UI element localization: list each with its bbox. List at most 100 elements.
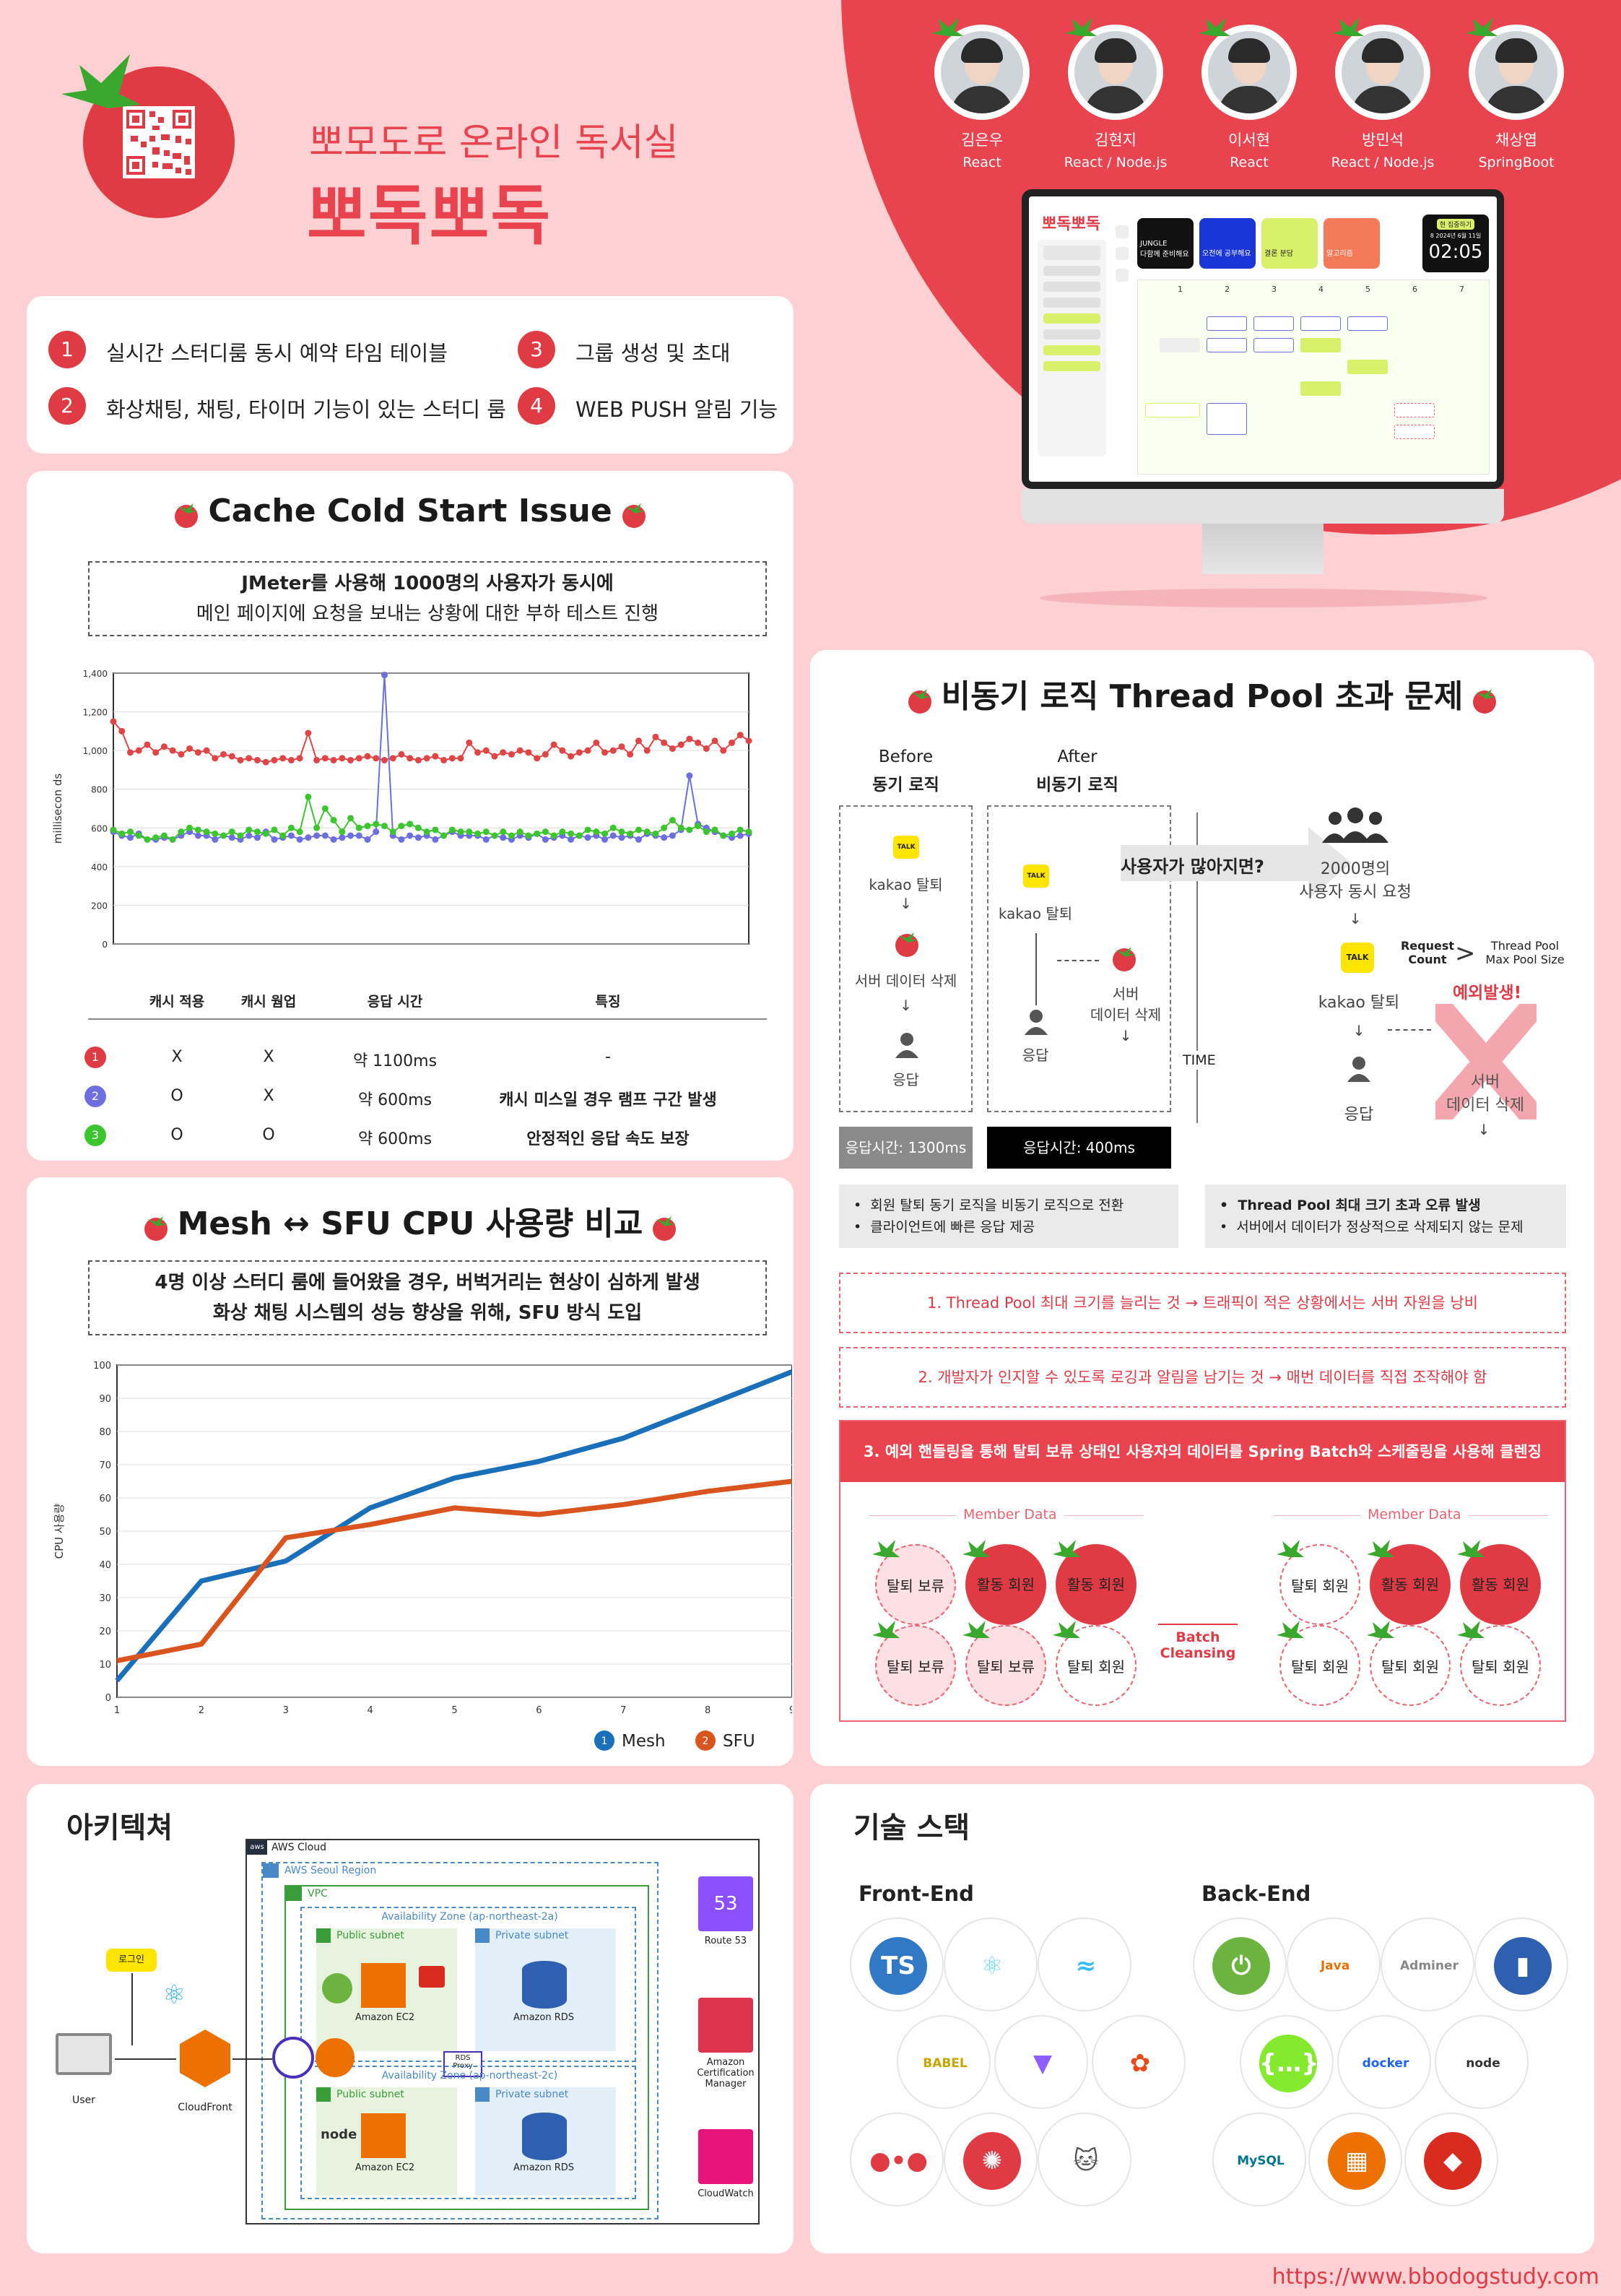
acm-label: Amazon Certification Manager: [697, 2057, 755, 2089]
babel-icon-glyph: BABEL: [916, 2035, 974, 2092]
member-name: 방민석: [1362, 131, 1404, 149]
ec2-label: Amazon EC2: [355, 2012, 415, 2023]
backend-label: Back-End: [1201, 1881, 1311, 1906]
kakao-talk-icon: TALK: [1023, 865, 1049, 888]
data-point: [212, 755, 219, 762]
data-point: [627, 830, 634, 837]
data-point: [448, 826, 456, 833]
mysql-icon-glyph: MySQL: [1232, 2132, 1290, 2190]
screen-day: 7: [1459, 285, 1464, 294]
table-cell: 캐시 미스일 경우 램프 구간 발생: [499, 1091, 717, 1109]
data-point: [432, 826, 439, 833]
y-tick-label: 70: [99, 1460, 111, 1471]
data-point: [271, 836, 278, 843]
tomato-leaf-icon: [1065, 17, 1097, 36]
region-label: AWS Seoul Region: [284, 1865, 377, 1876]
data-point: [720, 747, 727, 754]
data-point: [466, 739, 473, 746]
member-role: React / Node.js: [1331, 155, 1435, 170]
pool-size-label: Thread Pool Max Pool Size: [1485, 939, 1565, 966]
data-point: [355, 824, 362, 831]
swagger-icon-glyph: {…}: [1259, 2035, 1318, 2092]
data-point: [720, 832, 727, 839]
data-point: [568, 830, 575, 837]
row-number-badge: 3: [84, 1125, 106, 1146]
server-label: 서버 데이터 삭제: [1090, 985, 1162, 1023]
data-point: [508, 751, 515, 758]
member-circle: 탈퇴 회원: [1279, 1625, 1360, 1706]
data-point: [110, 718, 117, 725]
table-cell: X: [263, 1048, 274, 1066]
cache-title: Cache Cold Start Issue: [27, 493, 794, 529]
data-point: [110, 826, 117, 833]
nodejs-icon: node: [321, 2127, 357, 2142]
tomato-leaf-icon: [1367, 1621, 1394, 1638]
avatar: [1065, 17, 1163, 120]
az2-label: Availability Zone (ap-northeast-2c): [381, 2070, 558, 2081]
data-point: [321, 832, 329, 839]
sfu-title: Mesh ↔ SFU CPU 사용량 비교: [27, 1197, 794, 1244]
arrow-icon: [1121, 827, 1352, 899]
many-users-label: 사용자가 많아지면?: [1121, 857, 1264, 877]
data-point: [500, 828, 507, 836]
legend-label: SFU: [723, 1732, 755, 1751]
vite-icon: ▼: [994, 2015, 1088, 2109]
data-point: [474, 749, 482, 756]
legend-badge: [695, 1730, 716, 1751]
member-role: React / Node.js: [1064, 155, 1168, 170]
member-circle: 탈퇴 회원: [1279, 1544, 1360, 1625]
bullets-left: • 회원 탈퇴 동기 로직을 비동기 로직으로 전환 • 클라이언트에 빠른 응…: [839, 1184, 1178, 1248]
feature-num-4: 4: [518, 387, 555, 425]
response-label: 응답: [1344, 1106, 1374, 1124]
member-data-label-after: Member Data: [1360, 1507, 1469, 1522]
website-url[interactable]: https://www.bbodogstudy.com: [1272, 2264, 1599, 2289]
frontend-label: Front-End: [859, 1881, 974, 1906]
data-point: [381, 757, 388, 764]
data-point: [457, 755, 464, 762]
data-point: [194, 749, 201, 756]
feature-text-1: 실시간 스터디룸 동시 예약 타임 테이블: [106, 341, 448, 365]
adminer-icon: Adminer: [1381, 1918, 1474, 2011]
data-point: [491, 832, 498, 839]
data-point: [364, 823, 371, 830]
redis-icon-glyph: ◆: [1424, 2132, 1482, 2190]
data-point: [500, 834, 507, 841]
recoil-icon: ✺: [944, 2113, 1038, 2206]
nodejs-icon-glyph: node: [1454, 2035, 1512, 2092]
data-point: [745, 828, 752, 836]
tomato-leaf-icon: [962, 1540, 990, 1557]
data-point: [364, 753, 371, 760]
feature-text-3: 그룹 생성 및 초대: [575, 341, 731, 365]
data-point: [287, 824, 295, 831]
data-point: [152, 749, 160, 756]
user-icon: [1025, 1010, 1048, 1035]
qr-code-icon: [123, 106, 195, 178]
kakao-withdraw-label: kakao 탈퇴: [1318, 994, 1400, 1012]
react-icon: ⚛: [944, 1918, 1038, 2011]
data-point: [635, 737, 642, 745]
data-point: [135, 832, 142, 839]
data-point: [389, 755, 396, 762]
public-subnet-2: Public subnet node Amazon EC2: [316, 2087, 457, 2196]
cpu-usage-chart: 0 10 20 30 40 50 60 70 80 90 100 1 2 3 4 5 6 7 8 9 CPU 사용량 1 M…: [53, 1361, 792, 1751]
data-point: [669, 817, 676, 824]
solution-3-box: 3. 예외 핸들링을 통해 탈퇴 보류 상태인 사용자의 데이터를 Spring…: [839, 1420, 1566, 1722]
private-subnet-label: Private subnet: [495, 1930, 569, 1941]
tomato-leaf-icon: [1277, 1540, 1304, 1557]
data-point: [601, 749, 609, 756]
tomato-icon: [142, 1212, 170, 1241]
data-point: [635, 826, 642, 833]
y-tick-label: 0: [102, 940, 108, 950]
data-point: [745, 737, 752, 745]
x-tick-label: 3: [283, 1705, 289, 1716]
tomato-leaf-icon: [1457, 1621, 1485, 1638]
data-point: [601, 830, 609, 837]
data-point: [313, 832, 321, 839]
react-icon-glyph: ⚛: [963, 1937, 1021, 1995]
data-point: [330, 817, 337, 824]
data-point: [448, 755, 456, 762]
rds-icon: ▮: [1474, 1918, 1568, 2011]
member-circle: 탈퇴 회원: [1056, 1625, 1137, 1706]
tomato-leaf-icon: [931, 17, 963, 36]
data-point: [568, 753, 575, 760]
